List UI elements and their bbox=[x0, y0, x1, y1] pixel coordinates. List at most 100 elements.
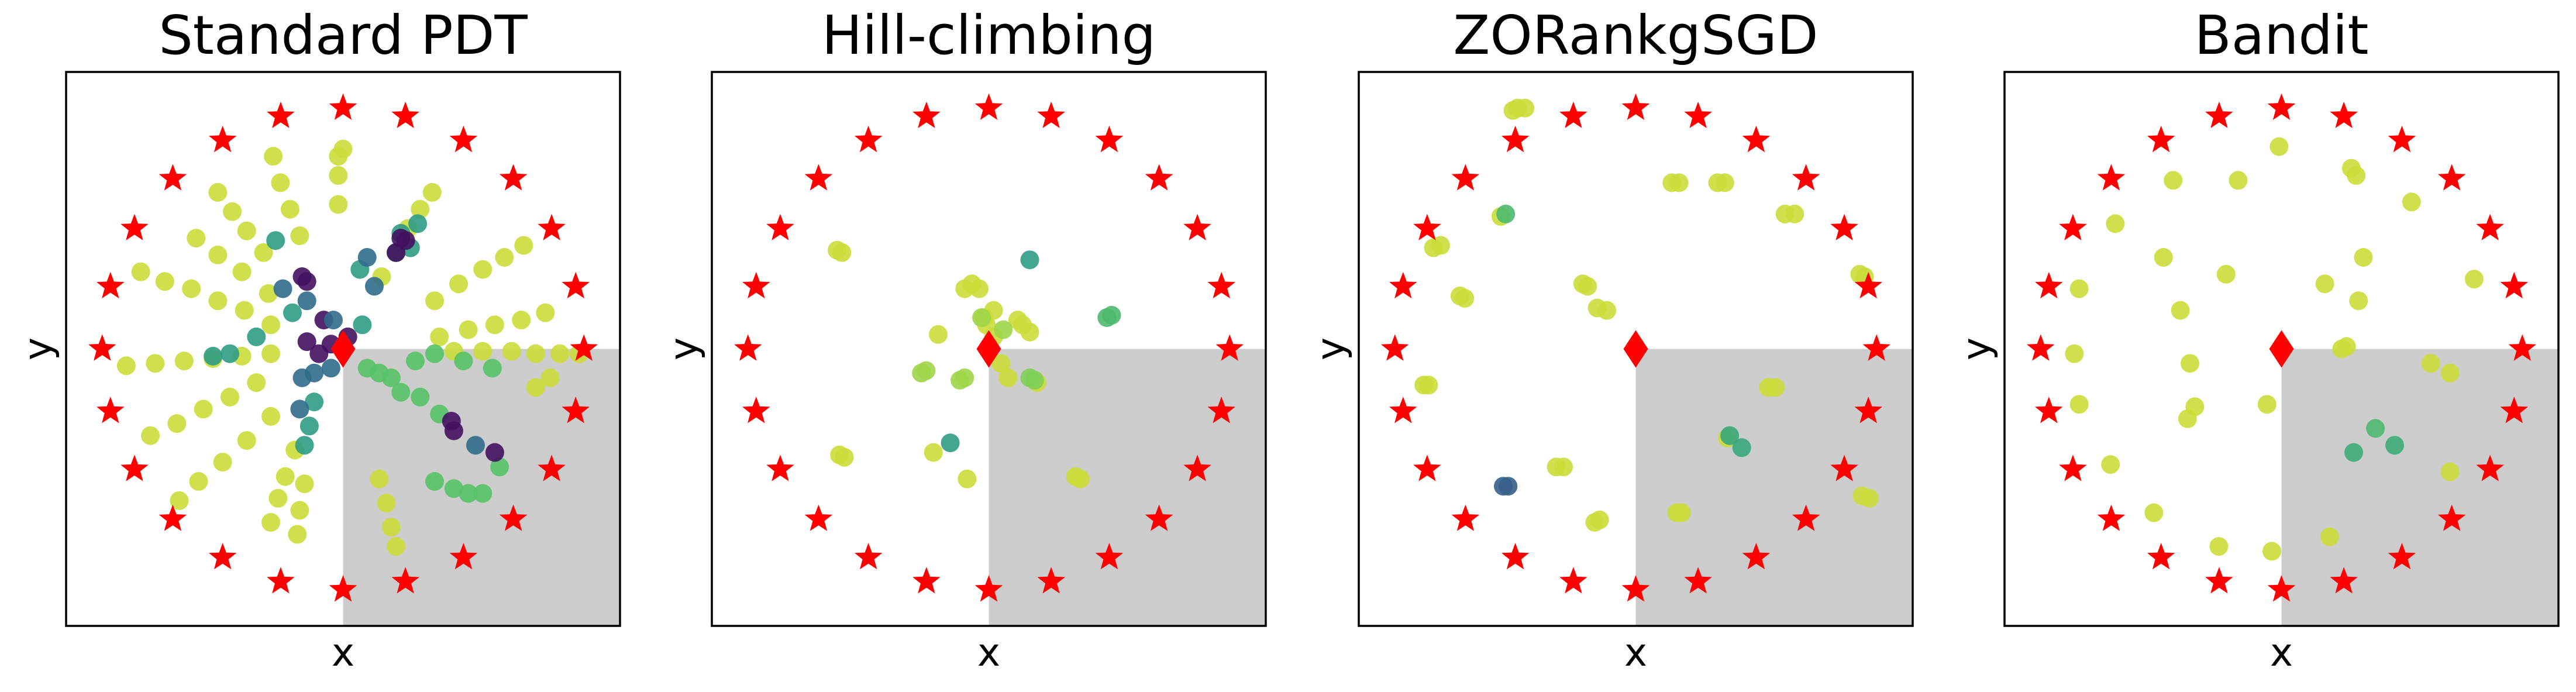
goal-star bbox=[742, 271, 770, 299]
trajectory-point bbox=[2065, 344, 2084, 363]
goal-star bbox=[329, 93, 357, 120]
goal-star bbox=[1413, 455, 1441, 481]
goal-star bbox=[2508, 334, 2536, 361]
trajectory-point bbox=[131, 262, 150, 281]
trajectory-point bbox=[268, 488, 288, 508]
trajectory-point bbox=[280, 199, 299, 219]
trajectory-point bbox=[297, 291, 316, 311]
goal-star bbox=[2097, 504, 2126, 531]
trajectory-point bbox=[2347, 166, 2366, 185]
goal-star bbox=[2500, 397, 2528, 424]
axes-frame bbox=[2003, 71, 2560, 627]
y-axis-label: y bbox=[662, 338, 707, 360]
goal-star bbox=[1559, 567, 1587, 594]
start-point bbox=[1623, 330, 1648, 368]
trajectory-point bbox=[357, 248, 377, 267]
goal-star bbox=[1854, 271, 1882, 299]
x-axis-label: x bbox=[1624, 630, 1647, 675]
trajectory-point bbox=[261, 513, 280, 532]
trajectory-point bbox=[408, 214, 428, 233]
trajectory-point bbox=[958, 469, 977, 488]
trajectory-point bbox=[998, 368, 1018, 387]
trajectory-point bbox=[208, 291, 228, 311]
trajectory-point bbox=[1850, 264, 1869, 284]
trajectory-point bbox=[485, 315, 504, 335]
trajectory-point bbox=[381, 518, 401, 537]
trajectory-point bbox=[411, 387, 430, 407]
trajectory-point bbox=[444, 479, 463, 498]
trajectory-point bbox=[297, 332, 316, 352]
trajectory-point bbox=[2216, 264, 2236, 284]
trajectory-point bbox=[2402, 192, 2421, 212]
trajectory-points bbox=[1414, 98, 1879, 532]
goal-star bbox=[2147, 543, 2175, 570]
start-diamond bbox=[976, 330, 1001, 368]
trajectory-point bbox=[2069, 279, 2089, 298]
goal-star bbox=[1037, 567, 1065, 594]
trajectory-point bbox=[2257, 395, 2277, 414]
goal-star bbox=[391, 101, 419, 128]
trajectory-point bbox=[449, 274, 469, 294]
trajectory-point bbox=[1008, 311, 1027, 330]
trajectory-point bbox=[2171, 301, 2190, 320]
trajectory-point bbox=[329, 166, 348, 185]
trajectory-point bbox=[170, 491, 189, 510]
trajectory-point bbox=[955, 368, 974, 387]
trajectory-point bbox=[377, 494, 396, 512]
trajectory-point bbox=[213, 453, 232, 471]
trajectory-point bbox=[221, 344, 239, 363]
trajectory-point bbox=[381, 368, 401, 387]
goal-star bbox=[912, 567, 941, 594]
trajectory-point bbox=[261, 344, 280, 363]
goal-stars bbox=[734, 93, 1244, 602]
trajectory-point bbox=[187, 229, 206, 248]
trajectory-point bbox=[536, 303, 555, 322]
goal-star bbox=[2027, 334, 2055, 361]
trajectory-point bbox=[204, 346, 223, 366]
trajectory-point bbox=[290, 400, 309, 419]
goal-star bbox=[2330, 567, 2358, 594]
trajectory-point bbox=[2069, 395, 2089, 414]
trajectory-point bbox=[167, 414, 187, 433]
goal-star bbox=[912, 101, 941, 128]
trajectory-point bbox=[387, 537, 406, 556]
goal-star bbox=[854, 543, 883, 570]
trajectory-point bbox=[295, 474, 314, 494]
trajectory-point bbox=[290, 501, 309, 520]
trajectory-point bbox=[273, 279, 292, 298]
trajectory-point bbox=[454, 352, 473, 371]
trajectory-point bbox=[208, 245, 228, 264]
subplot-title: Bandit bbox=[2195, 4, 2369, 67]
goal-star bbox=[1742, 125, 1771, 153]
trajectory-point bbox=[247, 327, 266, 346]
trajectory-point bbox=[1097, 308, 1117, 327]
trajectory-point bbox=[1020, 322, 1039, 342]
goal-star bbox=[2205, 567, 2233, 594]
trajectory-point bbox=[490, 457, 509, 477]
goal-star bbox=[766, 214, 794, 240]
goal-star bbox=[267, 567, 295, 594]
goal-star bbox=[159, 164, 187, 191]
trajectory-point bbox=[254, 243, 273, 262]
trajectory-point bbox=[237, 431, 256, 450]
goal-star bbox=[2035, 271, 2063, 299]
trajectory-point bbox=[2385, 436, 2404, 455]
trajectory-point bbox=[1597, 301, 1617, 320]
trajectory-point bbox=[485, 443, 504, 462]
trajectory-point bbox=[473, 260, 493, 279]
trajectory-point bbox=[425, 472, 444, 491]
goal-star bbox=[766, 455, 794, 481]
trajectory-point bbox=[444, 421, 463, 440]
trajectory-point bbox=[223, 202, 242, 221]
y-axis-label: y bbox=[1954, 338, 1999, 360]
trajectory-point bbox=[1766, 378, 1785, 397]
trajectory-point bbox=[146, 354, 165, 373]
goal-star bbox=[2476, 455, 2504, 481]
goal-star bbox=[1207, 397, 1235, 424]
start-diamond bbox=[2269, 330, 2294, 368]
goal-star bbox=[2388, 125, 2416, 153]
y-axis-label: y bbox=[16, 338, 61, 360]
x-axis-label: x bbox=[2270, 630, 2293, 675]
goal-star bbox=[1621, 93, 1650, 120]
trajectory-point bbox=[917, 361, 936, 380]
